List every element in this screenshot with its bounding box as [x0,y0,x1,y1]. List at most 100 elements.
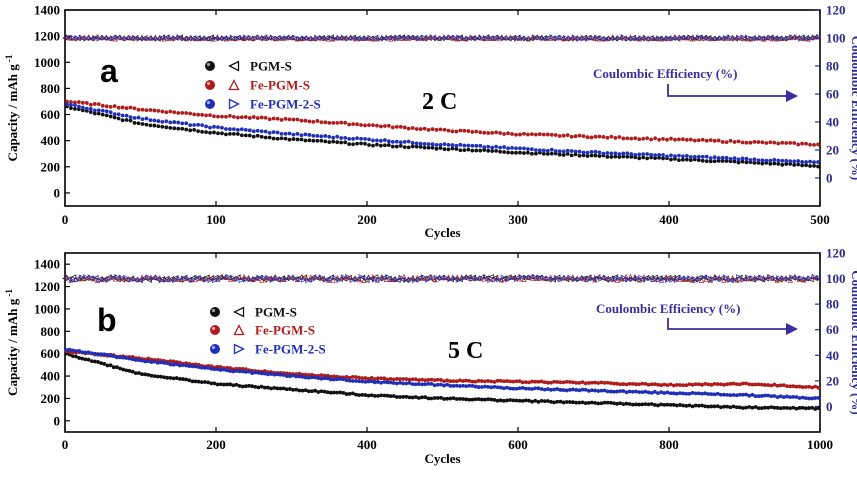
capacity-point [303,388,308,393]
capacity-point [700,154,705,159]
capacity-point [700,158,705,163]
capacity-point [527,380,531,385]
capacity-point [580,380,585,385]
capacity-point [407,395,412,400]
ce-marker [114,274,120,280]
capacity-point [571,387,575,392]
capacity-point [573,149,578,154]
capacity-point [589,149,594,154]
ce-marker [309,35,316,42]
capacity-point [124,368,129,373]
capacity-point [781,383,786,388]
ce-marker [383,34,389,40]
capacity-point [83,357,88,362]
ce-marker [602,36,609,42]
capacity-point [220,125,224,130]
capacity-point [132,121,137,125]
capacity-point [474,129,479,134]
capacity-point [275,136,280,141]
x-axis-label: Cycles [424,451,460,466]
ce-marker [228,276,234,282]
ce-marker [447,34,453,40]
capacity-point [86,357,91,362]
ce-marker [496,276,502,283]
ce-marker [596,274,603,280]
capacity-point [501,379,506,384]
capacity-point [407,377,412,382]
ce-marker [323,277,329,283]
ce-marker [192,276,198,283]
ce-marker [94,277,101,283]
ce-marker [203,277,209,283]
capacity-point [708,156,713,161]
capacity-point [807,384,811,389]
capacity-point [243,384,248,389]
capacity-point [325,390,330,395]
ce-marker [252,276,258,282]
capacity-point [737,382,742,387]
capacity-point [634,402,638,407]
capacity-point [668,402,673,407]
capacity-point [243,127,248,132]
capacity-point [212,124,216,129]
ce-marker [674,274,681,280]
capacity-point [533,132,538,137]
capacity-point [526,150,530,155]
ce-marker [478,34,484,41]
capacity-point [422,145,427,150]
capacity-point [807,396,811,401]
capacity-point [577,388,582,393]
capacity-point [671,391,676,396]
ce-marker [327,276,333,283]
ce-marker [756,35,762,41]
capacity-point [719,392,723,397]
ce-marker [530,34,536,41]
capacity-point [332,377,336,382]
capacity-point [533,398,538,403]
capacity-point [445,382,450,387]
capacity-point [402,140,407,144]
capacity-point [808,142,812,147]
ce-marker [420,34,427,40]
ce-marker [589,34,595,41]
capacity-point [661,153,665,157]
capacity-point [696,382,701,387]
capacity-point [605,154,610,159]
capacity-point [130,369,135,374]
capacity-point [613,154,618,159]
capacity-point [243,115,248,119]
ce-marker [505,277,511,283]
capacity-point [505,398,509,403]
capacity-point [530,379,535,384]
capacity-point [780,158,785,163]
ce-marker [540,35,547,42]
capacity-point [96,352,100,357]
capacity-point [804,163,808,168]
capacity-point [490,149,495,153]
capacity-point [369,393,374,398]
capacity-point [719,382,723,387]
ce-marker [567,274,573,281]
capacity-point [445,378,450,383]
capacity-point [681,157,685,162]
capacity-point [696,138,701,143]
ce-marker [69,34,76,41]
capacity-point [479,397,484,402]
ce-marker [265,35,271,42]
capacity-point [684,404,689,408]
capacity-point [366,379,371,384]
capacity-point [347,142,352,147]
capacity-point [652,403,657,407]
capacity-point [542,399,547,404]
capacity-point [454,143,459,148]
capacity-point [240,384,245,389]
ce-annotation: Coulombic Efficiency (%) [593,66,737,81]
ce-marker [105,277,111,283]
capacity-point [426,145,431,150]
ce-arrow-line [667,84,788,97]
capacity-point [426,396,431,401]
capacity-point [720,159,725,163]
capacity-point [692,138,697,143]
capacity-point [323,120,328,125]
ce-marker [394,277,400,283]
